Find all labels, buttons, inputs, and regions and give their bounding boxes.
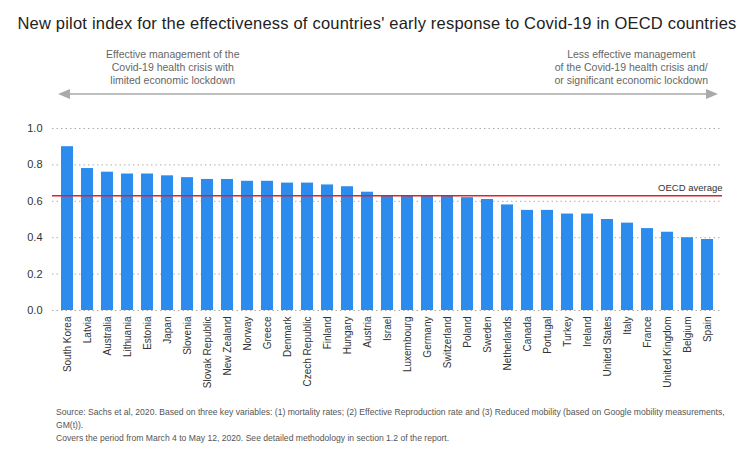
svg-text:Japan: Japan bbox=[162, 317, 173, 344]
svg-text:Austria: Austria bbox=[362, 316, 373, 348]
svg-text:Latvia: Latvia bbox=[82, 316, 93, 343]
svg-text:Finland: Finland bbox=[322, 317, 333, 350]
html-text:Less effective management: Less effective management bbox=[567, 48, 696, 60]
html-text:New pilot index for the effect: New pilot index for the effectiveness of… bbox=[17, 14, 737, 32]
svg-text:Italy: Italy bbox=[622, 317, 633, 335]
svg-text:France: France bbox=[642, 316, 653, 348]
svg-text:United States: United States bbox=[602, 317, 613, 377]
svg-text:0.8: 0.8 bbox=[27, 158, 42, 170]
html-text:of the Covid-19 health crisis: of the Covid-19 health crisis and/ bbox=[554, 61, 708, 73]
svg-text:Portugal: Portugal bbox=[542, 317, 553, 354]
html-text:Covid-19 health crisis with: Covid-19 health crisis with bbox=[111, 61, 234, 73]
svg-text:Turkey: Turkey bbox=[562, 317, 573, 347]
svg-text:0.4: 0.4 bbox=[27, 231, 42, 243]
svg-text:Lithuania: Lithuania bbox=[122, 316, 133, 357]
html-text:Source: Sachs et al, 2020. Bas: Source: Sachs et al, 2020. Based on thre… bbox=[56, 407, 725, 430]
svg-text:Norway: Norway bbox=[242, 317, 253, 351]
svg-text:United Kingdom: United Kingdom bbox=[662, 317, 673, 388]
html-text:Covers the period from March 4: Covers the period from March 4 to May 12… bbox=[56, 433, 450, 443]
svg-text:Canada: Canada bbox=[522, 316, 533, 351]
svg-text:Israel: Israel bbox=[382, 317, 393, 341]
svg-text:Ireland: Ireland bbox=[582, 317, 593, 348]
svg-text:South Korea: South Korea bbox=[62, 316, 73, 372]
svg-text:Belgium: Belgium bbox=[682, 317, 693, 353]
svg-text:Switzerland: Switzerland bbox=[442, 317, 453, 369]
svg-text:Slovak Republic: Slovak Republic bbox=[202, 317, 213, 389]
svg-text:Denmark: Denmark bbox=[282, 316, 293, 358]
svg-text:Australia: Australia bbox=[102, 316, 113, 355]
svg-text:Spain: Spain bbox=[702, 317, 713, 343]
svg-text:New Zealand: New Zealand bbox=[222, 317, 233, 376]
svg-text:0.6: 0.6 bbox=[27, 195, 42, 207]
svg-text:Sweden: Sweden bbox=[482, 317, 493, 353]
svg-text:Netherlands: Netherlands bbox=[502, 317, 513, 371]
svg-text:Luxembourg: Luxembourg bbox=[402, 317, 413, 373]
svg-text:Greece: Greece bbox=[262, 316, 273, 349]
svg-text:Czech Republic: Czech Republic bbox=[302, 317, 313, 387]
svg-text:Slovenia: Slovenia bbox=[182, 316, 193, 355]
svg-text:0.0: 0.0 bbox=[27, 304, 42, 316]
html-text:limited economic lockdown: limited economic lockdown bbox=[110, 74, 236, 86]
html-text:or significant economic lockdo: or significant economic lockdown bbox=[554, 74, 708, 86]
svg-text:OECD average: OECD average bbox=[658, 182, 722, 193]
html-text:Effective management of the: Effective management of the bbox=[106, 48, 240, 60]
svg-text:1.0: 1.0 bbox=[27, 122, 42, 134]
svg-text:Hungary: Hungary bbox=[342, 317, 353, 355]
svg-text:Germany: Germany bbox=[422, 317, 433, 358]
svg-text:Poland: Poland bbox=[462, 317, 473, 348]
svg-text:Estonia: Estonia bbox=[142, 316, 153, 350]
svg-text:0.2: 0.2 bbox=[27, 268, 42, 280]
